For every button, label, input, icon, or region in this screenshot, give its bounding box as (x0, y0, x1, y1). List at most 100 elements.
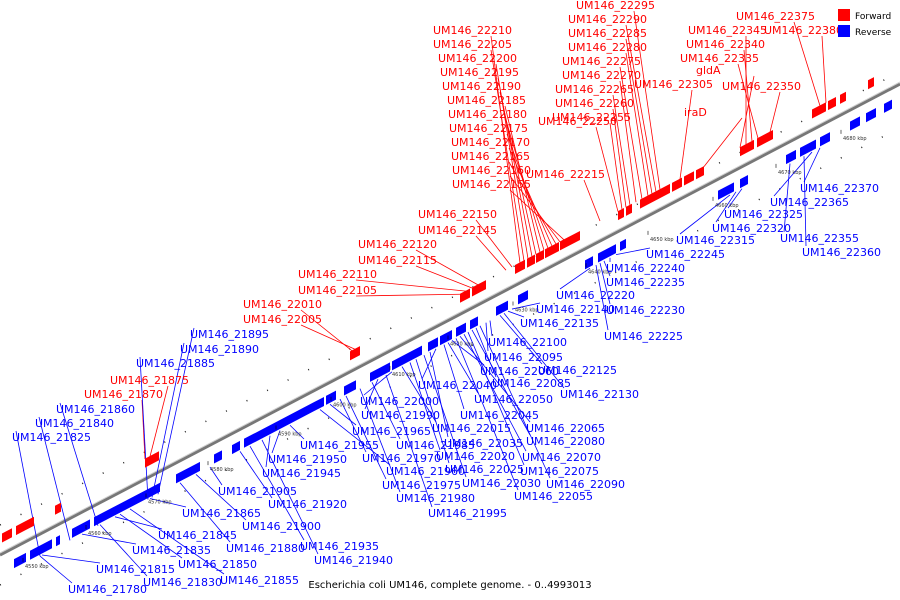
forward-gene-label: UM146_22170 (451, 136, 530, 149)
label-connector (499, 315, 543, 365)
reverse-gene-label: UM146_22315 (676, 234, 755, 247)
forward-gene-label: UM146_22275 (562, 55, 641, 68)
reverse-gene-label: UM146_22025 (445, 463, 524, 476)
forward-gene-label: UM146_22005 (243, 313, 322, 326)
reverse-gene (585, 256, 593, 270)
label-connector (38, 416, 71, 541)
reverse-gene-label: UM146_22240 (606, 262, 685, 275)
label-connector (595, 265, 609, 331)
reverse-gene-label: UM146_21980 (396, 492, 475, 505)
reverse-gene (850, 116, 860, 131)
reverse-gene-label: UM146_22370 (800, 182, 879, 195)
label-connector (261, 439, 319, 555)
reverse-gene-label: UM146_22015 (432, 422, 511, 435)
label-connector (364, 379, 379, 410)
label-connector (345, 395, 387, 480)
reverse-gene (314, 396, 324, 412)
reverse-gene-label: UM146_22135 (520, 317, 599, 330)
forward-gene-label: UM146_22250 (538, 115, 617, 128)
reverse-gene-label: UM146_21865 (182, 507, 261, 520)
label-connector (625, 52, 649, 196)
label-connector (319, 409, 391, 466)
label-connector (633, 10, 661, 190)
forward-gene (757, 133, 767, 148)
reverse-gene-label: UM146_22020 (436, 450, 515, 463)
label-connector (715, 191, 737, 223)
reverse-gene-label: UM146_22055 (514, 490, 593, 503)
label-connector (415, 359, 450, 464)
tick-label: 4570 kbp (148, 500, 172, 506)
label-connector (363, 371, 393, 396)
forward-gene-label: UM146_22180 (448, 108, 527, 121)
reverse-gene-label: UM146_22100 (488, 336, 567, 349)
forward-gene-label: UM146_22145 (418, 224, 497, 237)
reverse-gene (244, 402, 314, 448)
label-connector (463, 333, 527, 452)
forward-gene (460, 288, 470, 303)
label-connector (625, 24, 657, 192)
label-connector (612, 108, 627, 208)
reverse-gene-label: UM146_22060 (480, 365, 559, 378)
reverse-gene-label: UM146_22035 (444, 437, 523, 450)
forward-gene-label: UM146_22270 (562, 69, 641, 82)
label-connector (139, 356, 149, 500)
forward-gene (560, 238, 566, 251)
forward-gene (812, 102, 826, 119)
tick-label: 4560 kbp (88, 531, 112, 537)
label-connector (783, 163, 791, 233)
reverse-gene-label: UM146_22095 (484, 351, 563, 364)
reverse-gene (344, 380, 356, 396)
forward-gene (350, 346, 360, 361)
label-connector (141, 399, 146, 460)
reverse-gene (42, 539, 52, 554)
reverse-gene (190, 461, 200, 477)
label-connector (508, 161, 557, 245)
reverse-gene-label: UM146_22085 (492, 377, 571, 390)
label-connector (619, 66, 643, 200)
reverse-gene (496, 300, 508, 316)
label-connector (447, 342, 479, 394)
reverse-gene-label: UM146_21905 (218, 485, 297, 498)
label-connector (99, 524, 148, 577)
label-connector (743, 49, 753, 142)
label-connector (615, 247, 651, 256)
reverse-gene-label: UM146_22045 (460, 409, 539, 422)
label-connector (423, 354, 467, 478)
reverse-gene (370, 362, 390, 382)
forward-gene-label: UM146_22345 (688, 24, 767, 37)
reverse-gene-label: UM146_21890 (180, 343, 259, 356)
label-connector (475, 235, 507, 271)
legend-forward-label: Forward (855, 12, 891, 22)
label-connector (559, 267, 591, 290)
reverse-gene (718, 182, 734, 200)
forward-gene-label: UM146_22105 (298, 284, 377, 297)
label-connector (59, 402, 99, 526)
reverse-gene (598, 244, 616, 263)
forward-gene-label: UM146_22260 (555, 97, 634, 110)
reverse-gene-label: UM146_21855 (220, 574, 299, 587)
forward-gene-label: UM146_22195 (440, 66, 519, 79)
forward-gene-label: UM146_22200 (438, 52, 517, 65)
forward-gene (640, 183, 670, 209)
forward-gene (553, 241, 559, 255)
label-connector (39, 555, 73, 584)
label-connector (599, 262, 611, 305)
forward-gene-label: UM146_22255 (552, 111, 631, 124)
label-connector (149, 385, 169, 457)
reverse-gene-label: UM146_22220 (556, 289, 635, 302)
forward-gene (740, 139, 754, 157)
label-connector (595, 126, 619, 212)
tick-label: 4580 kbp (210, 467, 234, 473)
forward-gene (840, 91, 846, 104)
reverse-gene-label: UM146_22235 (606, 276, 685, 289)
reverse-gene (14, 552, 26, 569)
label-connector (485, 322, 489, 352)
reverse-gene-label: UM146_21965 (352, 425, 431, 438)
reverse-gene-label: UM146_21885 (136, 357, 215, 370)
reverse-gene-label: UM146_22225 (604, 330, 683, 343)
map-caption: Escherichia coli UM146, complete genome.… (308, 580, 591, 591)
label-connector (503, 312, 565, 389)
label-connector (195, 474, 247, 521)
forward-gene (145, 451, 159, 468)
label-connector (41, 554, 101, 564)
